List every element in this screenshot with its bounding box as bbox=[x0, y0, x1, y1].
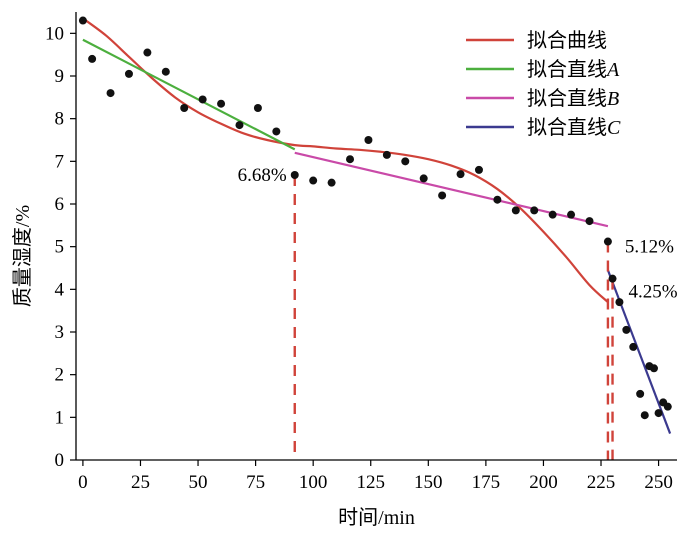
data-point bbox=[456, 170, 465, 179]
y-axis-title: 质量湿度/% bbox=[11, 205, 34, 307]
y-tick-label: 8 bbox=[55, 109, 65, 130]
data-point bbox=[419, 174, 428, 183]
x-tick-label: 125 bbox=[356, 472, 385, 493]
data-point bbox=[567, 210, 576, 219]
data-point bbox=[346, 155, 355, 164]
data-point bbox=[364, 136, 373, 144]
data-point bbox=[143, 48, 152, 57]
data-point bbox=[180, 104, 189, 112]
data-point bbox=[78, 16, 87, 25]
x-tick-label: 25 bbox=[131, 472, 150, 493]
data-point bbox=[382, 150, 391, 159]
y-tick-label: 0 bbox=[55, 450, 65, 471]
marker-layer: 6.68% 5.12% 4.25% bbox=[238, 165, 678, 460]
data-point bbox=[161, 67, 170, 76]
x-tick-label: 50 bbox=[189, 472, 208, 493]
data-point bbox=[636, 389, 645, 398]
data-point bbox=[548, 210, 557, 219]
data-points-layer bbox=[78, 16, 672, 420]
y-tick-label: 4 bbox=[55, 279, 65, 300]
data-point bbox=[309, 176, 318, 185]
legend-label-suffix: A bbox=[605, 59, 620, 81]
data-point bbox=[401, 157, 410, 166]
x-tick-label: 200 bbox=[529, 472, 558, 493]
data-point bbox=[493, 195, 502, 204]
data-point bbox=[640, 411, 649, 420]
y-tick-label: 9 bbox=[55, 66, 65, 87]
x-tick-label: 0 bbox=[78, 472, 88, 493]
data-point bbox=[615, 298, 624, 307]
data-point bbox=[88, 54, 97, 63]
data-point bbox=[608, 274, 617, 283]
y-tick-label: 1 bbox=[55, 407, 65, 428]
x-tick-label: 75 bbox=[246, 472, 265, 493]
fit-line-b bbox=[294, 151, 609, 228]
data-point bbox=[124, 69, 133, 78]
marker-label: 5.12% bbox=[625, 237, 674, 258]
fit-line-a bbox=[82, 38, 296, 151]
legend-label-text: 拟合直线 bbox=[527, 116, 607, 139]
y-tick-label: 6 bbox=[55, 194, 65, 215]
legend-label: 拟合曲线 bbox=[527, 29, 607, 52]
data-point bbox=[272, 127, 281, 136]
legend-label-suffix: B bbox=[607, 88, 619, 110]
marker-label: 6.68% bbox=[238, 165, 287, 186]
x-tick-label: 175 bbox=[472, 472, 501, 493]
x-tick-label: 250 bbox=[644, 472, 673, 493]
data-point bbox=[106, 89, 115, 98]
x-axis-title: 时间/min bbox=[338, 506, 415, 529]
data-point bbox=[530, 206, 539, 215]
data-point bbox=[585, 217, 594, 226]
data-point bbox=[253, 104, 262, 112]
data-point bbox=[511, 206, 520, 215]
y-tick-label: 3 bbox=[55, 322, 65, 343]
data-point bbox=[290, 170, 299, 179]
data-point bbox=[622, 325, 631, 334]
data-point bbox=[438, 191, 447, 200]
legend-label-suffix: C bbox=[607, 117, 621, 139]
y-tick-label: 10 bbox=[45, 23, 64, 44]
fit-line-c bbox=[606, 269, 672, 434]
legend-label-text: 拟合曲线 bbox=[527, 29, 607, 52]
data-point bbox=[649, 364, 658, 373]
data-point bbox=[235, 121, 244, 130]
legend-label-text: 拟合直线 bbox=[527, 87, 607, 110]
fit-lines-layer bbox=[82, 17, 672, 434]
legend-label: 拟合直线A bbox=[527, 58, 620, 81]
marker-label: 4.25% bbox=[629, 282, 678, 303]
data-point bbox=[663, 402, 672, 411]
y-tick-label: 2 bbox=[55, 365, 65, 386]
data-point bbox=[474, 165, 483, 174]
x-tick-label: 225 bbox=[587, 472, 616, 493]
data-point bbox=[217, 99, 226, 108]
y-tick-label: 5 bbox=[55, 237, 65, 258]
data-point bbox=[327, 178, 336, 187]
data-point bbox=[654, 409, 663, 418]
fit-curve bbox=[82, 17, 609, 303]
x-tick-label: 150 bbox=[414, 472, 443, 493]
y-tick-label: 7 bbox=[55, 151, 65, 172]
legend-label: 拟合直线C bbox=[527, 116, 621, 139]
legend-label-text: 拟合直线 bbox=[527, 58, 607, 81]
data-point bbox=[629, 342, 638, 351]
legend-label: 拟合直线B bbox=[527, 87, 619, 110]
data-point bbox=[603, 237, 612, 246]
axes-layer: 0 25 50 75 100 125 150 175 200 225 250 0 1 2 3 4 5 6 7 8 9 10 bbox=[45, 12, 677, 493]
x-tick-label: 100 bbox=[299, 472, 328, 493]
data-point bbox=[198, 95, 207, 104]
